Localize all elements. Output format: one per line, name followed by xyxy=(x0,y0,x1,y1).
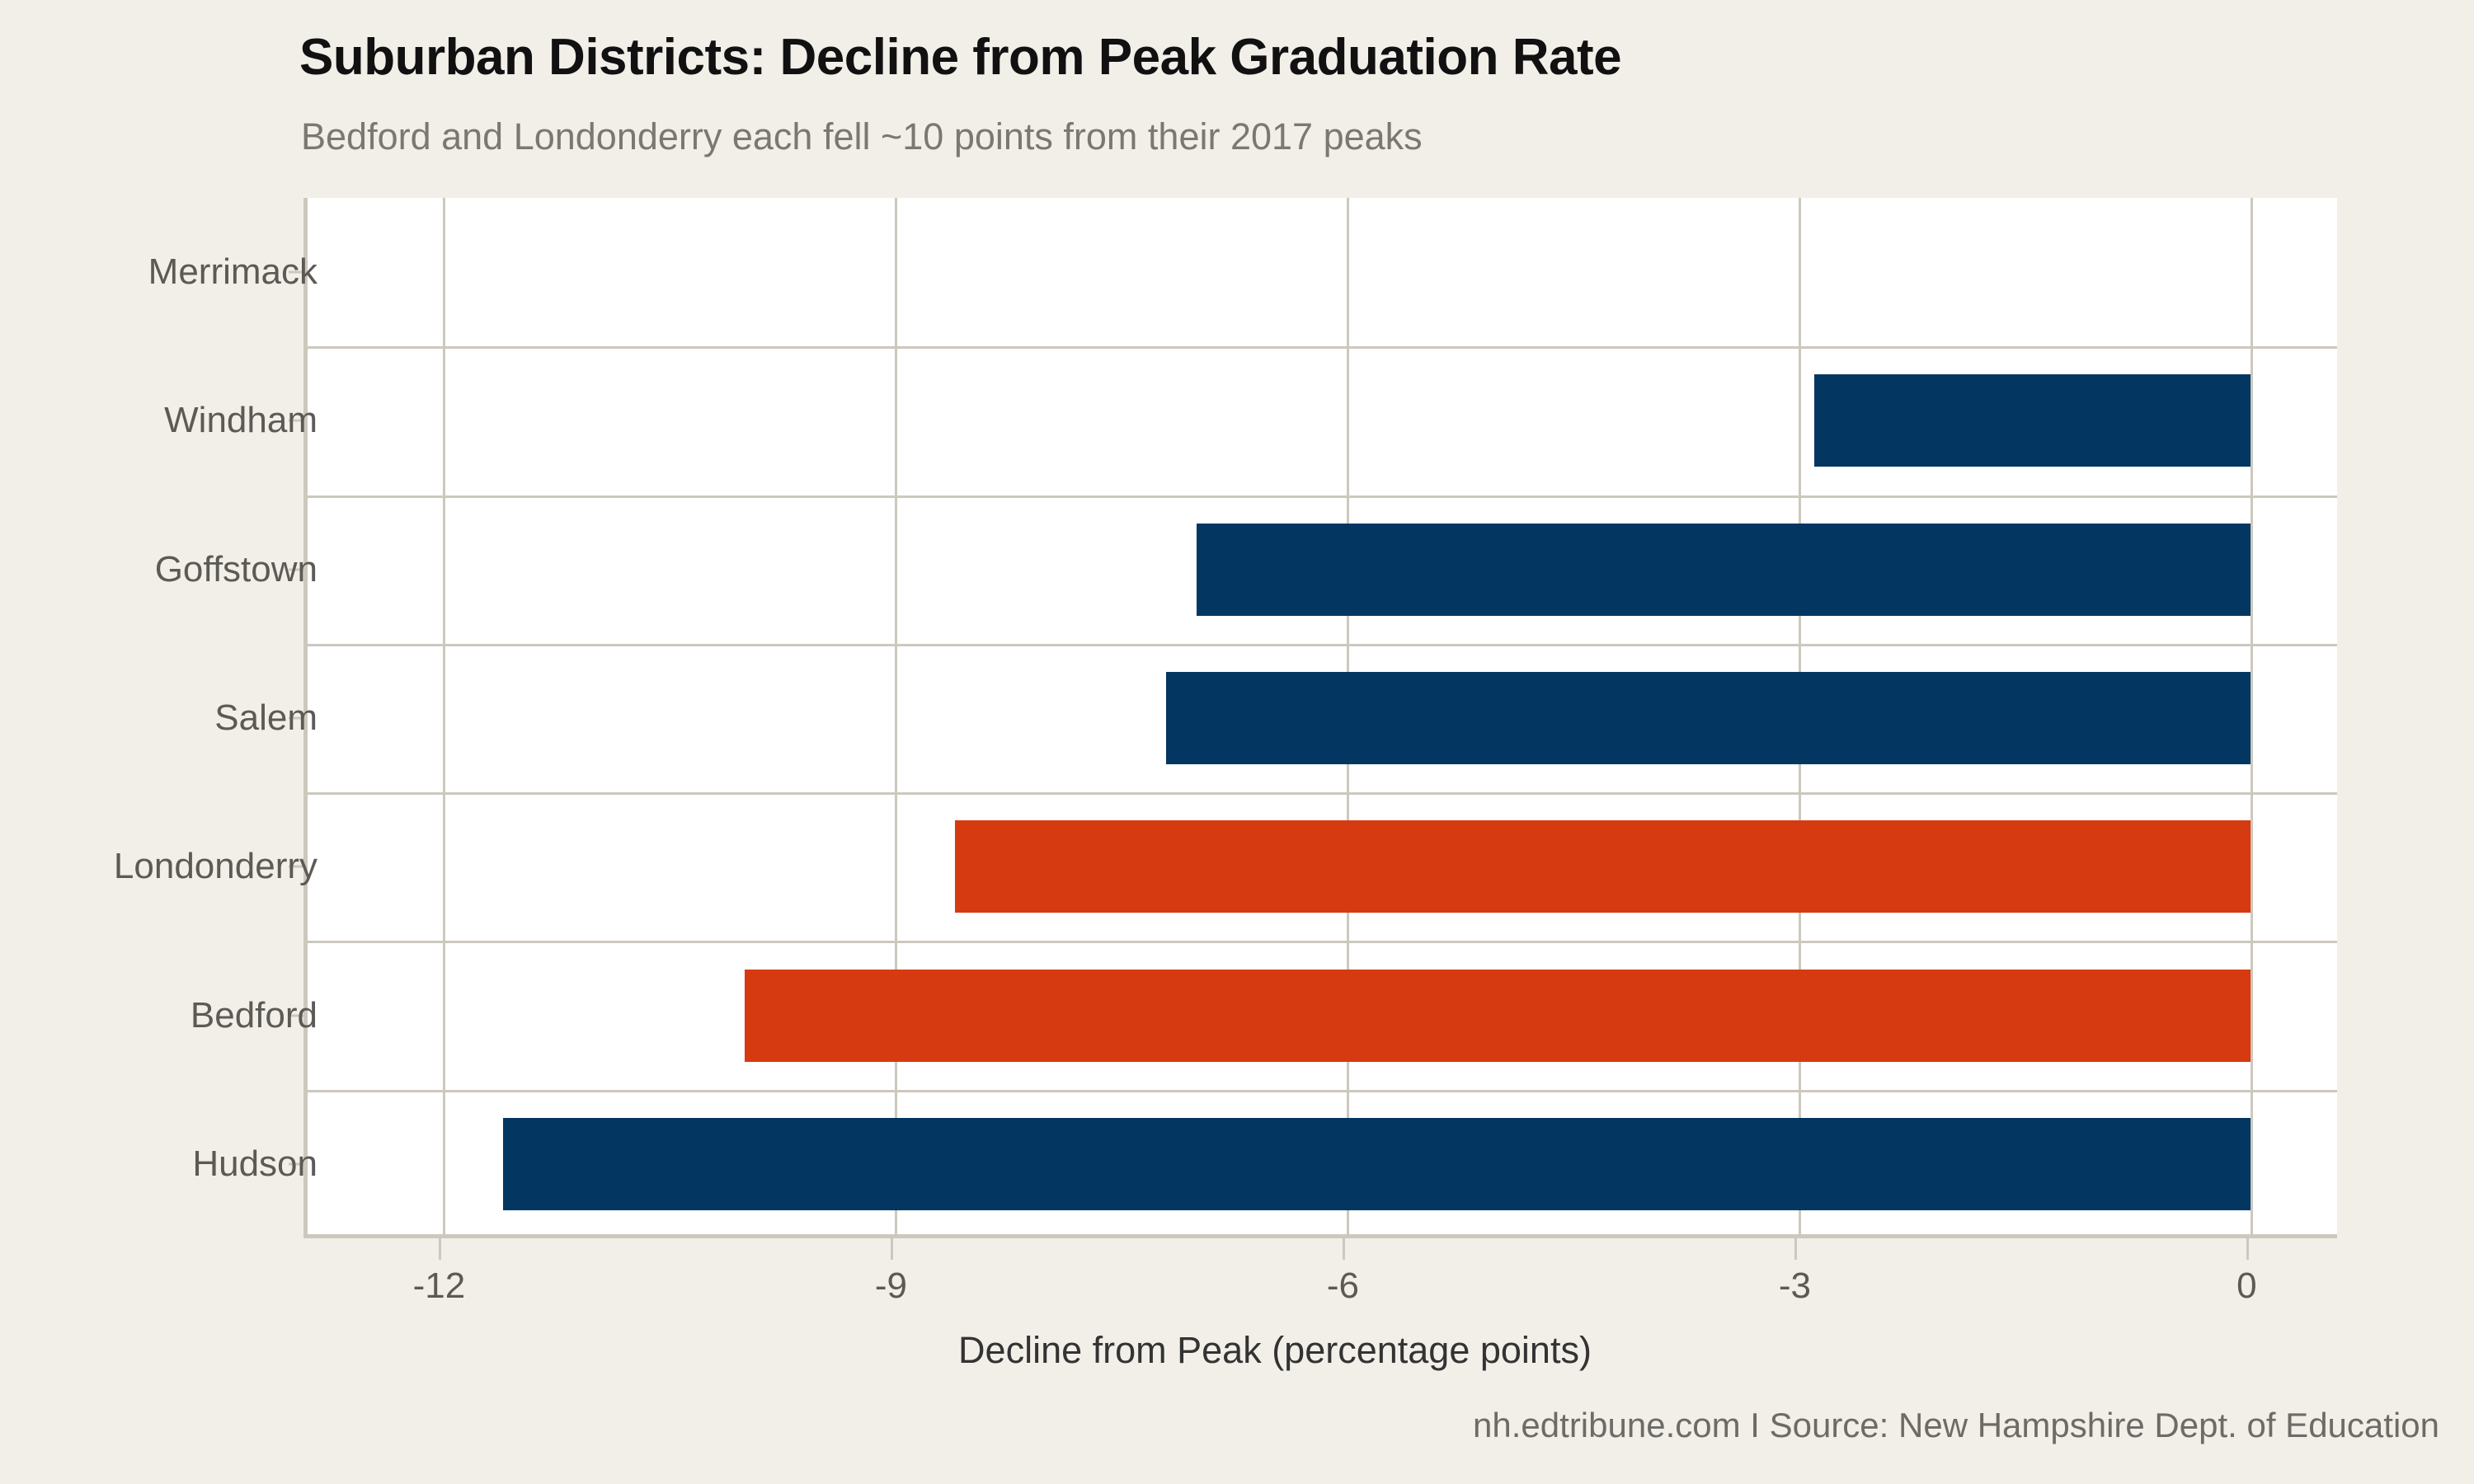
y-tick-mark xyxy=(289,419,303,422)
y-gridline xyxy=(308,346,2337,350)
y-tick-mark xyxy=(289,568,303,571)
page-title: Suburban Districts: Decline from Peak Gr… xyxy=(299,29,1622,86)
x-tick-label: -9 xyxy=(874,1266,907,1306)
chart-subtitle: Bedford and Londonderry each fell ~10 po… xyxy=(301,115,1423,157)
y-tick-mark xyxy=(289,1162,303,1166)
x-gridline xyxy=(2251,198,2254,1234)
y-tick-mark xyxy=(289,1014,303,1017)
footer-source: nh.edtribune.com I Source: New Hampshire… xyxy=(1473,1406,2439,1444)
bar-bedford[interactable] xyxy=(744,969,2251,1062)
y-tick-label-salem: Salem xyxy=(214,697,317,738)
x-axis-title: Decline from Peak (percentage points) xyxy=(0,1329,2474,1372)
x-tick-mark xyxy=(1343,1238,1346,1260)
bar-windham[interactable] xyxy=(1813,374,2251,467)
x-tick-mark xyxy=(439,1238,442,1260)
plot-area xyxy=(303,198,2337,1238)
y-tick-mark xyxy=(289,865,303,868)
y-gridline xyxy=(308,643,2337,646)
bar-salem[interactable] xyxy=(1166,672,2251,764)
y-tick-label-windham: Windham xyxy=(164,400,317,441)
y-tick-label-merrimack: Merrimack xyxy=(148,251,317,293)
x-gridline xyxy=(443,198,446,1234)
bar-hudson[interactable] xyxy=(503,1117,2251,1210)
bar-goffstown[interactable] xyxy=(1196,523,2251,616)
x-gridline xyxy=(895,198,898,1234)
y-tick-label-hudson: Hudson xyxy=(192,1143,317,1184)
y-tick-label-bedford: Bedford xyxy=(190,994,317,1036)
y-gridline xyxy=(308,792,2337,796)
y-gridline xyxy=(308,1089,2337,1092)
y-gridline xyxy=(308,941,2337,944)
x-tick-mark xyxy=(891,1238,894,1260)
y-tick-label-goffstown: Goffstown xyxy=(154,548,317,589)
x-axis-title-text: Decline from Peak (percentage points) xyxy=(958,1329,1592,1371)
x-tick-label: 0 xyxy=(2236,1266,2257,1306)
x-tick-mark xyxy=(2246,1238,2250,1260)
x-tick-mark xyxy=(1794,1238,1798,1260)
y-gridline xyxy=(308,495,2337,498)
x-tick-label: -3 xyxy=(1778,1266,1811,1306)
x-tick-label: -6 xyxy=(1326,1266,1359,1306)
y-tick-mark xyxy=(289,716,303,720)
y-tick-label-londonderry: Londonderry xyxy=(113,846,317,887)
y-tick-mark xyxy=(289,270,303,274)
bar-londonderry[interactable] xyxy=(955,820,2251,913)
x-tick-label: -12 xyxy=(412,1266,466,1306)
